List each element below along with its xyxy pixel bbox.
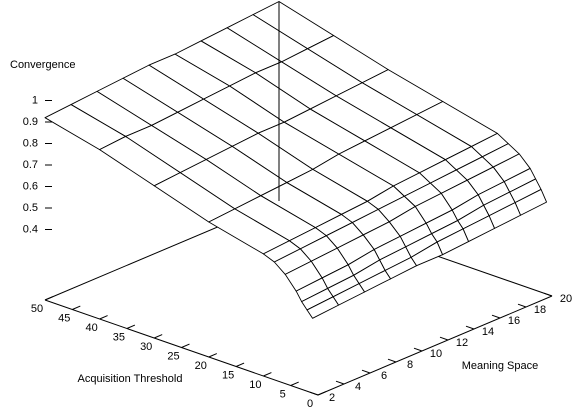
- x-tick: [290, 381, 299, 386]
- x-tick-label: 0: [307, 398, 313, 409]
- x-tick-label: 35: [113, 331, 125, 343]
- y-tick: [361, 369, 371, 374]
- x-tick: [235, 362, 245, 367]
- y-tick: [309, 391, 319, 396]
- y-tick-label: 4: [355, 381, 361, 393]
- z-tick-label: 0.6: [23, 180, 38, 192]
- y-tick: [413, 347, 423, 352]
- z-axis-label: Convergence: [10, 59, 75, 71]
- x-tick-label: 5: [280, 388, 286, 400]
- y-tick-label: 20: [560, 293, 572, 305]
- x-tick: [154, 334, 163, 339]
- y-tick-label: 12: [456, 337, 468, 349]
- z-tick-label: 1: [32, 94, 38, 106]
- y-tick: [439, 336, 449, 341]
- y-tick: [335, 380, 345, 385]
- base-edge: [317, 295, 553, 396]
- x-tick: [72, 305, 81, 310]
- x-tick-label: 50: [31, 303, 43, 315]
- z-tick-label: 0.4: [23, 223, 38, 235]
- z-tick-label: 0.5: [23, 202, 38, 214]
- y-tick-label: 14: [482, 326, 494, 338]
- x-tick-label: 15: [222, 369, 234, 381]
- x-tick: [263, 372, 272, 377]
- y-tick: [543, 292, 553, 297]
- y-tick: [387, 358, 397, 363]
- x-tick: [126, 324, 136, 329]
- z-tick-label: 0.8: [23, 137, 38, 149]
- x-tick-label: 40: [85, 322, 97, 334]
- y-tick-label: 18: [534, 304, 546, 316]
- y-tick: [517, 303, 527, 308]
- x-tick-label: 30: [140, 341, 152, 353]
- x-tick-label: 10: [249, 379, 261, 391]
- y-tick-label: 6: [381, 370, 387, 382]
- y-tick: [465, 325, 475, 330]
- y-tick: [491, 314, 501, 319]
- x-tick: [208, 353, 217, 358]
- x-tick: [99, 315, 108, 320]
- y-tick-label: 2: [329, 392, 335, 404]
- x-tick: [181, 343, 190, 348]
- z-tick-label: 0.9: [23, 116, 38, 128]
- x-tick: [317, 391, 327, 396]
- surface-cell: [306, 296, 339, 319]
- z-tick-label: 0.7: [23, 159, 38, 171]
- y-tick-label: 8: [407, 359, 413, 371]
- y-tick-label: 10: [430, 348, 442, 360]
- x-axis-label: Acquisition Threshold: [78, 373, 183, 385]
- x-tick-label: 20: [195, 360, 207, 372]
- x-tick-label: 25: [167, 350, 179, 362]
- x-tick-label: 45: [58, 312, 70, 324]
- y-axis-label: Meaning Space: [462, 360, 538, 372]
- y-tick-label: 16: [508, 315, 520, 327]
- x-tick: [44, 296, 54, 301]
